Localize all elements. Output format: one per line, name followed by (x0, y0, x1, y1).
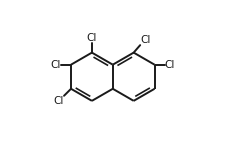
Text: Cl: Cl (51, 60, 61, 70)
Text: Cl: Cl (140, 35, 151, 45)
Text: Cl: Cl (54, 96, 64, 106)
Text: Cl: Cl (164, 60, 175, 70)
Text: Cl: Cl (87, 33, 97, 43)
